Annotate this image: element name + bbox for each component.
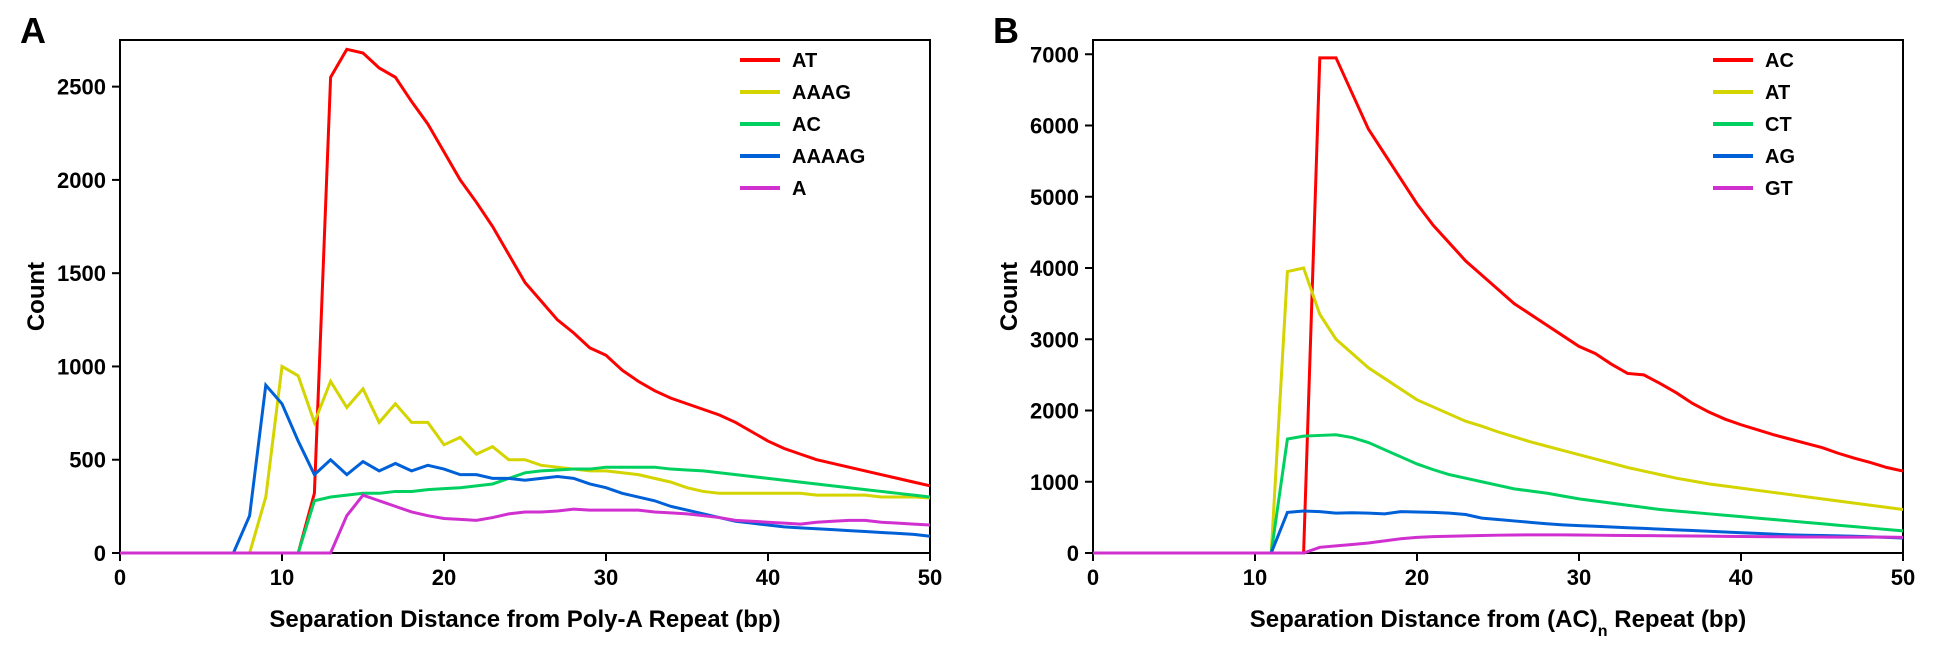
panel-b: B 01020304050010002000300040005000600070…: [993, 20, 1926, 643]
x-tick-label: 0: [1087, 565, 1099, 590]
y-tick-label: 4000: [1030, 256, 1079, 281]
figure-container: A 0102030405005001000150020002500CountSe…: [20, 20, 1926, 643]
x-tick-label: 50: [1891, 565, 1915, 590]
legend-label-ac: AC: [792, 114, 821, 136]
series-line-aaag: [120, 366, 930, 553]
panel-b-plot: 0 10 20 30 40 50 0 1000 2000 3000 4000 5000 6000 7000…: [996, 40, 1915, 640]
y-tick-label: 2500: [57, 75, 106, 100]
legend-label-at: AT: [1765, 82, 1790, 104]
panel-a-plot: 0102030405005001000150020002500CountSepa…: [23, 40, 942, 633]
series-line-aaaag: [120, 385, 930, 553]
y-tick-label: 5000: [1030, 185, 1079, 210]
panel-b-label: B: [993, 10, 1019, 52]
series-line-gt: [1093, 535, 1903, 553]
y-tick-label: 0: [94, 541, 106, 566]
legend-label-ct: CT: [1765, 114, 1792, 136]
x-tick-label: 30: [1567, 565, 1591, 590]
panel-b-svg: 0 10 20 30 40 50 0 1000 2000 3000 4000 5000 6000 7000…: [993, 20, 1923, 643]
legend-label-aaaag: AAAAG: [792, 146, 865, 168]
y-tick-label: 2000: [1030, 399, 1079, 424]
panel-a: A 0102030405005001000150020002500CountSe…: [20, 20, 953, 643]
y-tick-label: 1500: [57, 261, 106, 286]
y-tick-label: 1000: [57, 354, 106, 379]
x-axis-label: Separation Distance from Poly-A Repeat (…: [269, 606, 780, 633]
y-axis-label: Count: [23, 262, 50, 331]
series-line-at: [1093, 268, 1903, 553]
panel-a-label: A: [20, 10, 46, 52]
x-tick-label: 50: [918, 565, 942, 590]
y-tick-label: 1000: [1030, 470, 1079, 495]
y-tick-label: 7000: [1030, 42, 1079, 67]
x-tick-label: 40: [756, 565, 780, 590]
x-tick-label: 10: [1243, 565, 1267, 590]
series-line-ag: [1093, 511, 1903, 553]
x-tick-label: 20: [1405, 565, 1429, 590]
legend-label-a: A: [792, 178, 806, 200]
x-tick-label: 30: [594, 565, 618, 590]
y-tick-label: 6000: [1030, 114, 1079, 139]
series-line-a: [120, 495, 930, 553]
legend-label-ag: AG: [1765, 146, 1795, 168]
y-axis-label: Count: [996, 262, 1023, 331]
legend-label-at: AT: [792, 50, 817, 72]
x-axis-label: Separation Distance from (AC)n Repeat (b…: [1250, 606, 1747, 640]
x-tick-label: 40: [1729, 565, 1753, 590]
y-tick-label: 3000: [1030, 327, 1079, 352]
x-tick-label: 0: [114, 565, 126, 590]
x-tick-label: 20: [432, 565, 456, 590]
x-tick-label: 10: [270, 565, 294, 590]
legend-label-ac: AC: [1765, 50, 1794, 72]
y-tick-label: 2000: [57, 168, 106, 193]
y-tick-label: 500: [69, 448, 106, 473]
legend-label-gt: GT: [1765, 178, 1793, 200]
y-tick-label: 0: [1067, 541, 1079, 566]
legend-label-aaag: AAAG: [792, 82, 851, 104]
panel-a-svg: 0102030405005001000150020002500CountSepa…: [20, 20, 950, 643]
